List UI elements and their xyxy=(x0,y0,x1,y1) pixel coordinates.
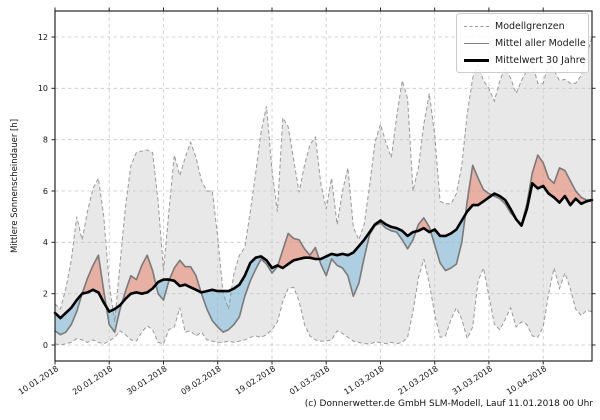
x-tick-label: 20.01.2018 xyxy=(71,364,114,396)
x-tick-label: 31.03.2018 xyxy=(451,364,494,396)
x-tick-label: 09.02.2018 xyxy=(179,364,222,396)
y-tick-label: 4 xyxy=(43,238,48,247)
y-tick-label: 2 xyxy=(43,290,48,299)
black-line-swatch-icon xyxy=(464,58,489,62)
x-tick-label: 10.01.2018 xyxy=(17,364,60,396)
plot-border xyxy=(54,10,593,362)
legend-label: Mittel aller Modelle xyxy=(495,37,586,49)
y-axis-title: Mittlere Sonnenscheindauer [h] xyxy=(10,118,20,254)
legend: Modellgrenzen Mittel aller Modelle Mitte… xyxy=(456,13,589,73)
dashed-line-swatch-icon xyxy=(464,25,489,27)
model-range-upper-edge xyxy=(54,36,593,322)
x-tick-label: 19.02.2018 xyxy=(234,364,277,396)
x-tick-labels: 10.01.2018 20.01.2018 30.01.2018 09.02.2018… xyxy=(17,364,549,396)
y-tick-label: 10 xyxy=(38,84,48,93)
x-tick-label: 30.01.2018 xyxy=(125,364,168,396)
y-tick-label: 0 xyxy=(43,341,48,350)
copyright-model-run-text: (c) Donnerwetter.de GmbH SLM-Modell, Lau… xyxy=(304,399,593,409)
model-mean-line xyxy=(54,154,593,336)
grid xyxy=(54,11,592,361)
axis-ticks xyxy=(51,7,596,365)
above-normal-fill xyxy=(82,155,592,307)
y-tick-label: 12 xyxy=(38,33,48,42)
legend-item-model-bounds: Modellgrenzen xyxy=(464,20,581,32)
x-tick-label: 01.03.2018 xyxy=(288,364,331,396)
x-tick-label: 10.04.2018 xyxy=(505,364,548,396)
climate-mean-line xyxy=(53,182,594,320)
legend-item-model-mean: Mittel aller Modelle xyxy=(464,37,586,49)
x-tick-label: 11.03.2018 xyxy=(342,364,385,396)
model-range-lower-edge xyxy=(54,258,593,346)
y-tick-label: 8 xyxy=(43,136,48,145)
legend-label: Modellgrenzen xyxy=(495,20,565,32)
gray-line-swatch-icon xyxy=(464,42,489,44)
y-tick-label: 6 xyxy=(43,187,48,196)
legend-item-30y-mean: Mittelwert 30 Jahre xyxy=(464,54,585,66)
x-tick-label: 21.03.2018 xyxy=(396,364,439,396)
legend-label: Mittelwert 30 Jahre xyxy=(495,54,586,66)
y-tick-labels: 0 2 4 6 8 10 12 xyxy=(38,33,48,350)
